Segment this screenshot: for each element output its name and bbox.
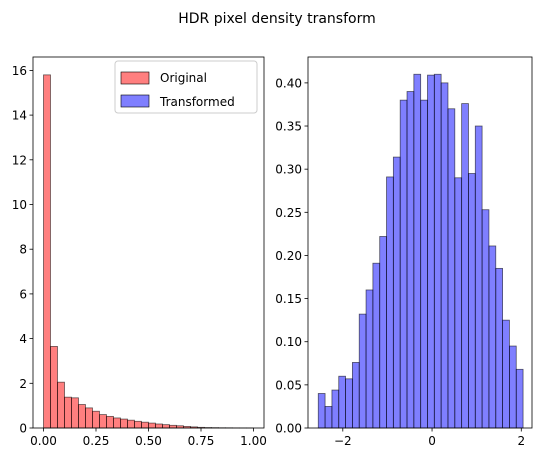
y-tick-label: 0.25: [275, 206, 302, 220]
left-histogram-axes: 0.00 0.25 0.50 0.75 1.00 0 2 4 6 8 10 12 14 16 Origi…: [12, 56, 267, 448]
histogram-bar: [345, 378, 353, 429]
y-tick-label: 8: [19, 243, 27, 257]
legend-swatch-transformed: [120, 94, 150, 108]
y-tick-label: 16: [12, 64, 27, 78]
left-histogram-bars: [43, 74, 254, 429]
x-tick-label: 0.50: [135, 434, 162, 448]
histogram-bar: [169, 424, 177, 429]
right-y-ticks: 0.00 0.05 0.10 0.15 0.20 0.25 0.30 0.35 0.40: [275, 76, 308, 436]
histogram-bar: [481, 209, 490, 429]
x-tick-label: 1.00: [240, 434, 267, 448]
histogram-bar: [155, 423, 163, 429]
y-tick-label: 2: [19, 377, 27, 391]
histogram-bar: [427, 74, 435, 429]
histogram-bar: [413, 73, 422, 429]
x-tick-label: 2: [517, 434, 525, 448]
histogram-bar: [502, 319, 510, 429]
histogram-bar: [468, 173, 476, 429]
histogram-bar: [71, 397, 79, 429]
x-tick-label: 0.25: [83, 434, 110, 448]
y-tick-label: 0.15: [275, 292, 302, 306]
right-x-ticks: −2 0 2: [334, 428, 525, 448]
right-histogram-axes: −2 0 2 0.00 0.05 0.10 0.15 0.20 0.25 0.30 0.35 0.4…: [275, 56, 533, 448]
histogram-bar: [43, 74, 51, 429]
legend-label-original: Original: [160, 71, 207, 85]
x-tick-label: −2: [334, 434, 352, 448]
y-tick-label: 4: [19, 332, 27, 346]
y-tick-label: 12: [12, 153, 27, 167]
y-tick-label: 0.40: [275, 76, 302, 90]
y-tick-label: 0: [19, 422, 27, 436]
histogram-bar: [78, 404, 86, 429]
histogram-bar: [509, 345, 517, 429]
histogram-bar: [454, 177, 463, 429]
histogram-bar: [474, 125, 483, 429]
histogram-bar: [420, 99, 428, 429]
histogram-bar: [365, 289, 374, 429]
legend: Original Transformed: [114, 60, 258, 114]
histogram-bar: [317, 393, 326, 429]
histogram-bar: [57, 381, 65, 429]
y-tick-label: 0.10: [275, 335, 302, 349]
legend-swatch-original: [120, 71, 150, 85]
histogram-bar: [406, 91, 415, 429]
y-tick-label: 0.05: [275, 378, 302, 392]
y-tick-label: 0.00: [275, 422, 302, 436]
histogram-bar: [358, 313, 367, 429]
histogram-bar: [85, 407, 93, 429]
histogram-bar: [351, 362, 360, 429]
histogram-bar: [50, 346, 58, 429]
histogram-bar: [99, 414, 107, 429]
histogram-bar: [338, 375, 346, 429]
left-axes-frame: [32, 56, 265, 429]
y-tick-label: 0.35: [275, 120, 302, 134]
histogram-bar: [392, 156, 401, 429]
y-tick-label: 0.20: [275, 249, 302, 263]
figure-title: HDR pixel density transform: [178, 11, 375, 27]
histogram-bar: [515, 368, 524, 429]
histogram-bar: [113, 417, 121, 429]
y-tick-label: 14: [12, 109, 27, 123]
histogram-bar: [106, 415, 114, 429]
histogram-bar: [372, 262, 381, 429]
x-tick-label: 0.75: [188, 434, 215, 448]
y-tick-label: 0.30: [275, 163, 302, 177]
histogram-bar: [461, 103, 469, 429]
histogram-bar: [399, 99, 408, 429]
x-tick-label: 0.00: [30, 434, 57, 448]
histogram-bar: [127, 419, 135, 429]
histogram-bar: [433, 73, 442, 429]
histogram-bar: [386, 176, 394, 429]
right-axes-frame: [307, 56, 533, 429]
histogram-bar: [162, 424, 170, 429]
x-tick-label: 0: [428, 434, 436, 448]
legend-box: [114, 60, 258, 114]
histogram-bar: [488, 245, 497, 429]
left-x-ticks: 0.00 0.25 0.50 0.75 1.00: [30, 428, 267, 448]
histogram-bar: [120, 418, 128, 429]
y-tick-label: 6: [19, 287, 27, 301]
histogram-bar: [331, 389, 340, 429]
left-y-ticks: 0 2 4 6 8 10 12 14 16: [12, 64, 33, 436]
histogram-bar: [440, 82, 449, 429]
histogram-bar: [148, 422, 156, 429]
histogram-bar: [64, 396, 72, 429]
histogram-bar: [134, 420, 142, 429]
histogram-bar: [495, 267, 503, 429]
y-tick-label: 10: [12, 198, 27, 212]
histogram-bar: [141, 421, 149, 429]
legend-label-transformed: Transformed: [159, 95, 235, 109]
right-histogram-bars: [317, 73, 524, 429]
histogram-bar: [379, 236, 387, 429]
histogram-bar: [324, 406, 333, 429]
histogram-bar: [92, 410, 100, 429]
histogram-bar: [447, 108, 456, 429]
